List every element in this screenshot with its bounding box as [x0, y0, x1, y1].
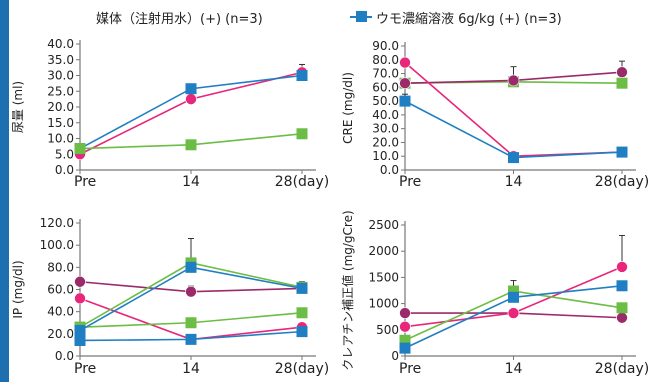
data-point — [185, 261, 197, 273]
y-axis-label: IP (mg/dl) — [11, 260, 25, 318]
y-tick-label: 30.0 — [47, 69, 74, 83]
data-point — [616, 146, 628, 158]
data-point — [616, 261, 628, 273]
ip-chart: 0.0 20.0 40.0 60.0 80.0 100.0 120.0 Pre 14 28(day… — [11, 216, 330, 377]
y-tick-label: 500 — [376, 323, 399, 337]
x-tick-label: 28(day) — [595, 174, 650, 190]
data-point — [296, 307, 308, 319]
data-point — [616, 77, 628, 89]
y-tick-label: 40.0 — [47, 305, 74, 319]
data-point — [616, 280, 628, 292]
x-tick-label: Pre — [74, 174, 96, 190]
y-tick-label: 25.0 — [47, 84, 74, 98]
data-point — [399, 56, 411, 69]
y-tick-label: 80.0 — [47, 260, 74, 274]
y-tick-label: 50.0 — [372, 94, 399, 108]
y-tick-label: 120.0 — [40, 216, 74, 230]
y-tick-label: 5.0 — [55, 147, 74, 161]
data-point — [507, 307, 520, 319]
y-tick-label: 20.0 — [372, 135, 399, 149]
data-point — [508, 152, 519, 164]
data-point — [185, 83, 197, 95]
legend-saline-label: 媒体（注射用水）(+) (n=3) — [96, 12, 263, 27]
x-tick-label: Pre — [399, 361, 421, 377]
x-tick-label: Pre — [74, 361, 96, 377]
x-tick-label: 14 — [505, 361, 523, 377]
y-tick-label: 60.0 — [372, 80, 399, 94]
data-point — [507, 74, 520, 87]
y-tick-label: 0.0 — [380, 163, 399, 177]
x-tick-label: 14 — [182, 361, 200, 377]
x-tick-label: 14 — [505, 174, 523, 190]
y-tick-label: 40.0 — [372, 108, 399, 122]
y-tick-label: 0 — [391, 349, 399, 363]
y-axis-label: CRE (mg/dl) — [341, 72, 355, 144]
data-point — [296, 128, 308, 140]
x-tick-label: 28(day) — [595, 361, 650, 377]
legend-urine-label: ウモ濃縮溶液 6g/kg (+) (n=3) — [376, 12, 562, 27]
data-point — [185, 93, 197, 105]
data-point — [399, 342, 411, 354]
creatine-corrected-chart: 0 500 1000 1500 2000 2500 Pre 14 28(day) クレアチン補正値… — [340, 210, 650, 377]
x-tick-label: 28(day) — [275, 361, 330, 377]
y-tick-label: 90.0 — [372, 39, 399, 53]
y-tick-label: 2000 — [368, 244, 399, 258]
data-point — [74, 143, 86, 155]
y-tick-label: 100.0 — [40, 238, 74, 252]
y-tick-label: 2500 — [368, 218, 399, 232]
y-tick-label: 30.0 — [372, 122, 399, 136]
urine-volume-chart: 0.0 5.010.0 15.0 20.0 25.030.0 35.0 40.0 Pre 14 2… — [11, 37, 330, 190]
y-tick-label: 20.0 — [47, 327, 74, 341]
x-tick-label: 28(day) — [275, 174, 330, 190]
data-point — [616, 66, 628, 78]
data-point — [296, 326, 308, 338]
y-tick-label: 10.0 — [47, 132, 74, 146]
legend-urine-marker-swatch — [356, 11, 367, 22]
data-point — [399, 77, 411, 90]
y-axis-label: 尿量 (ml) — [11, 81, 25, 133]
y-tick-label: 0.0 — [55, 163, 74, 177]
cre-chart: 0.010.020.030.040.050.060.070.080.090.0 P… — [341, 39, 650, 190]
y-tick-label: 1000 — [368, 297, 399, 311]
y-tick-label: 10.0 — [372, 149, 399, 163]
data-point — [74, 275, 86, 288]
data-point — [74, 334, 86, 346]
data-point — [508, 285, 519, 297]
y-tick-label: 20.0 — [47, 100, 74, 114]
y-tick-label: 70.0 — [372, 67, 399, 81]
y-tick-label: 40.0 — [47, 37, 74, 51]
data-point — [74, 325, 86, 337]
y-tick-label: 15.0 — [47, 116, 74, 130]
data-point — [616, 302, 628, 314]
y-tick-label: 0.0 — [55, 349, 74, 363]
data-point — [185, 333, 197, 345]
data-point — [74, 292, 86, 305]
x-tick-label: Pre — [399, 174, 421, 190]
y-tick-label: 60.0 — [47, 283, 74, 297]
y-tick-label: 1500 — [368, 270, 399, 284]
x-tick-label: 14 — [182, 174, 200, 190]
data-point — [185, 317, 197, 329]
data-point — [616, 311, 628, 324]
data-point — [185, 139, 197, 151]
left-accent-bar — [0, 0, 9, 382]
y-tick-label: 80.0 — [372, 53, 399, 67]
data-point — [399, 334, 411, 346]
data-point — [508, 291, 519, 303]
data-point — [399, 95, 411, 107]
series-line — [404, 100, 623, 159]
data-point — [399, 307, 411, 319]
y-tick-label: 35.0 — [47, 53, 74, 67]
data-point — [296, 282, 308, 294]
data-point — [296, 70, 308, 81]
legend: 媒体（注射用水）(+) (n=3) ウモ濃縮溶液 6g/kg (+) (n=3) — [0, 0, 654, 34]
data-point — [399, 320, 411, 333]
data-point — [185, 285, 197, 298]
y-axis-label: クレアチン補正値 (mg/gCre) — [340, 210, 355, 370]
